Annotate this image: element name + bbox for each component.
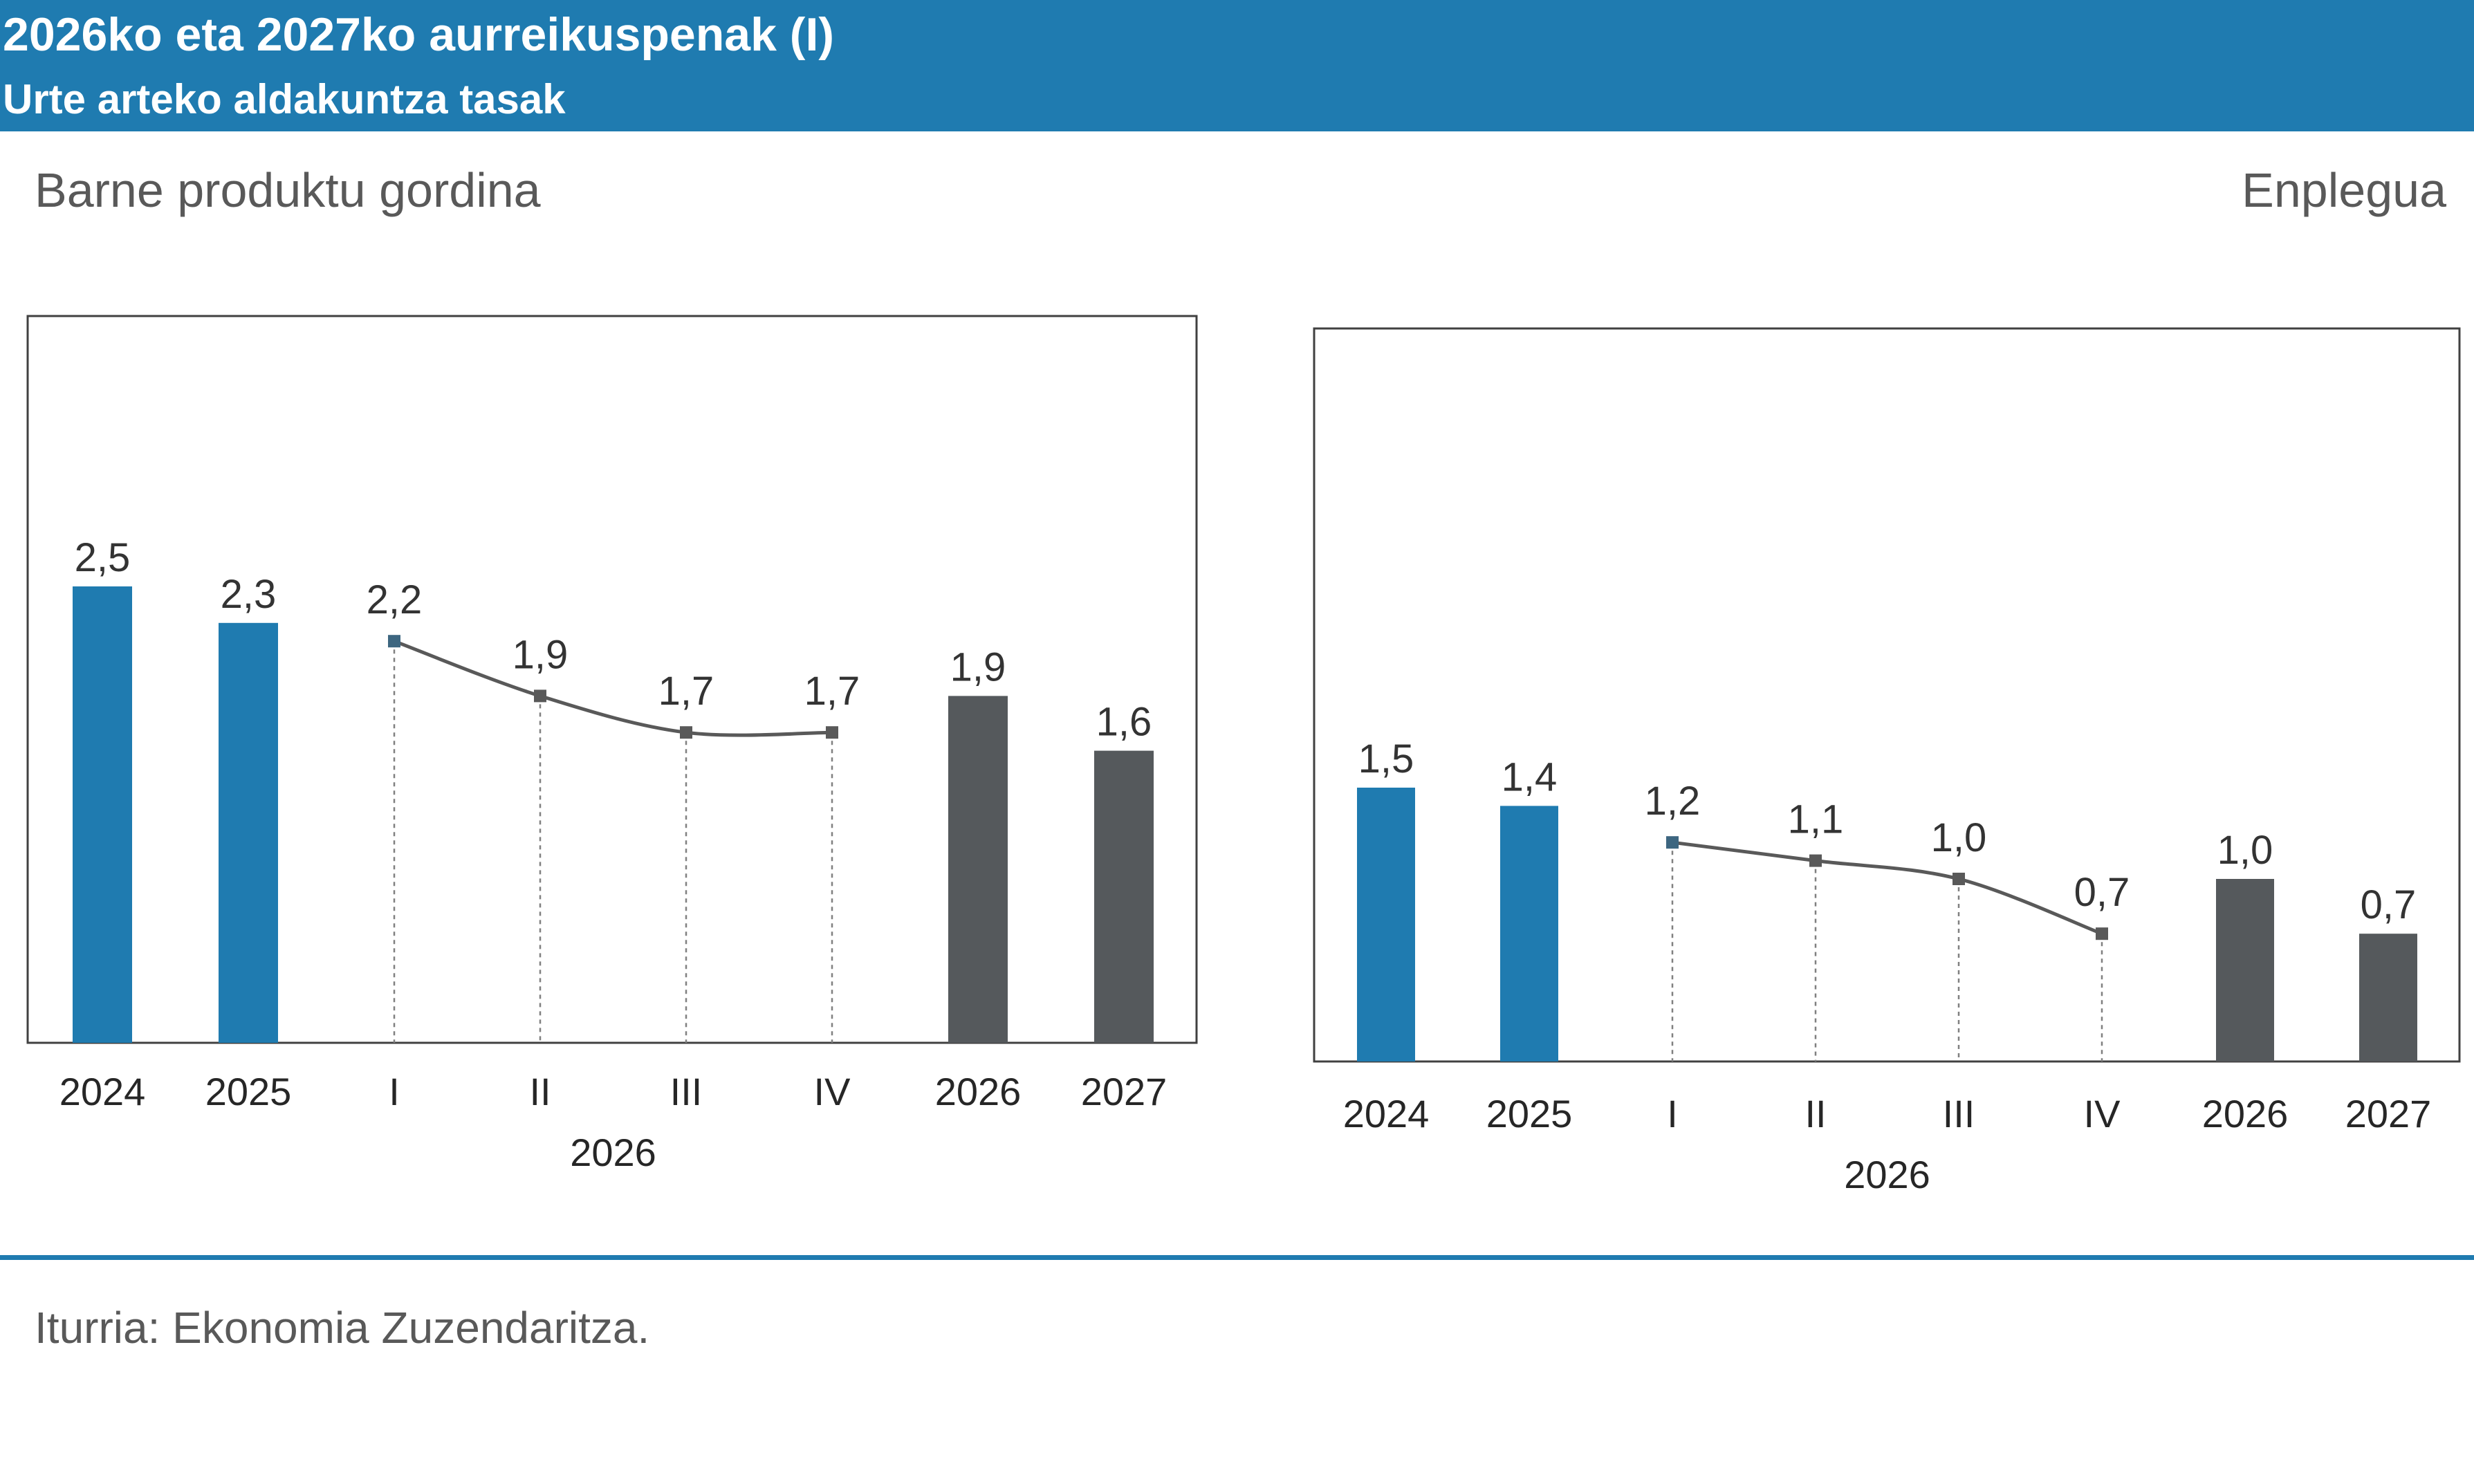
tick-label-I: I	[1667, 1092, 1678, 1135]
tick-label-III: III	[670, 1070, 703, 1113]
data-label-IV: 1,7	[804, 669, 860, 714]
data-label-I: 1,2	[1645, 779, 1701, 824]
data-label-II: 1,9	[513, 632, 569, 677]
footer-divider	[0, 1255, 2474, 1260]
tick-label-III: III	[1943, 1092, 1975, 1135]
bar-2027	[2359, 934, 2417, 1061]
data-label-2026: 1,9	[950, 644, 1006, 689]
data-label-2025: 1,4	[1502, 754, 1558, 799]
marker-III	[680, 726, 692, 739]
tick-label-I: I	[389, 1070, 400, 1113]
data-label-IV: 0,7	[2074, 870, 2130, 915]
data-label-III: 1,7	[658, 669, 714, 714]
data-label-II: 1,1	[1788, 797, 1844, 842]
chart-title-employment: Enplegua	[2242, 163, 2446, 217]
bar-2027	[1094, 750, 1154, 1043]
data-label-I: 2,2	[367, 577, 423, 622]
tick-label-IV: IV	[2084, 1092, 2121, 1135]
marker-I	[1666, 836, 1679, 849]
tick-label-2024: 2024	[59, 1070, 146, 1113]
plot-frame	[26, 315, 1198, 1044]
bar-2026	[948, 696, 1008, 1043]
bar-2024	[1357, 788, 1415, 1061]
tick-label-2027: 2027	[1081, 1070, 1167, 1113]
bar-2025	[219, 622, 278, 1043]
data-label-III: 1,0	[1931, 815, 1987, 860]
data-label-2025: 2,3	[221, 572, 277, 617]
tick-label-2027: 2027	[2345, 1092, 2432, 1135]
data-label-2024: 1,5	[1358, 736, 1414, 781]
source-note: Iturria: Ekonomia Zuzendaritza.	[35, 1303, 650, 1353]
tick-label-II: II	[529, 1070, 551, 1113]
data-label-2026: 1,0	[2217, 828, 2273, 873]
marker-II	[1809, 854, 1822, 867]
marker-III	[1953, 873, 1965, 885]
group-label: 2026	[1844, 1153, 1930, 1196]
data-label-2027: 0,7	[2361, 882, 2417, 927]
plot-frame	[1313, 327, 2461, 1063]
group-label: 2026	[570, 1131, 656, 1174]
chart-title-gdp: Barne produktu gordina	[35, 163, 541, 217]
data-label-2024: 2,5	[75, 535, 131, 580]
marker-I	[388, 635, 400, 648]
page-subtitle: Urte arteko aldakuntza tasak	[3, 76, 566, 122]
bar-2026	[2216, 879, 2274, 1061]
page-title: 2026ko eta 2027ko aurreikuspenak (I)	[3, 8, 834, 61]
marker-IV	[2096, 927, 2108, 940]
marker-IV	[826, 726, 838, 739]
tick-label-2026: 2026	[935, 1070, 1022, 1113]
line-series	[394, 639, 833, 737]
bar-2025	[1500, 806, 1558, 1061]
tick-label-II: II	[1804, 1092, 1826, 1135]
marker-II	[534, 689, 546, 703]
tick-label-2025: 2025	[1486, 1092, 1573, 1135]
header-band: 2026ko eta 2027ko aurreikuspenak (I) Urt…	[0, 0, 2474, 131]
tick-label-2025: 2025	[205, 1070, 292, 1113]
line-series	[1672, 840, 2103, 936]
bar-2024	[73, 586, 132, 1043]
tick-label-IV: IV	[814, 1070, 851, 1113]
tick-label-2026: 2026	[2202, 1092, 2289, 1135]
tick-label-2024: 2024	[1343, 1092, 1430, 1135]
data-label-2027: 1,6	[1096, 700, 1152, 745]
